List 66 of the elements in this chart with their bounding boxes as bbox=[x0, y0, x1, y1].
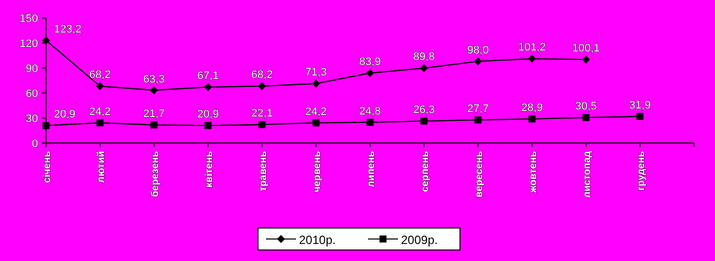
point bbox=[528, 54, 536, 63]
point bbox=[582, 56, 590, 64]
data-label: 98,0 bbox=[467, 44, 489, 56]
data-label: 26,3 bbox=[413, 104, 435, 116]
point bbox=[96, 82, 104, 90]
data-label: 24,2 bbox=[89, 106, 111, 118]
x-tick-label: жовтень bbox=[528, 151, 539, 194]
point bbox=[96, 119, 104, 126]
data-label: 20,9 bbox=[54, 108, 76, 121]
point bbox=[42, 122, 50, 130]
x-tick-label: травень bbox=[258, 151, 269, 192]
point bbox=[366, 118, 374, 126]
data-label: 68,2 bbox=[251, 69, 273, 82]
data-label: 22,1 bbox=[251, 108, 273, 120]
x-tick-label: листопад bbox=[582, 150, 593, 198]
x-tick-label: червень bbox=[312, 151, 323, 192]
data-label: 67,1 bbox=[197, 70, 219, 82]
point bbox=[150, 121, 158, 128]
point bbox=[150, 86, 158, 94]
y-tick-label: 90 bbox=[26, 63, 38, 75]
point bbox=[258, 121, 266, 128]
y-tick-label: 0 bbox=[32, 138, 38, 150]
point bbox=[420, 64, 428, 72]
data-label: 123,2 bbox=[54, 23, 82, 36]
data-label: 28,9 bbox=[521, 102, 543, 114]
data-label: 100,1 bbox=[572, 42, 600, 55]
data-label: 24,8 bbox=[359, 105, 381, 118]
point bbox=[42, 36, 50, 44]
data-label: 27,7 bbox=[467, 102, 489, 115]
data-label: 68,2 bbox=[89, 69, 111, 82]
point bbox=[204, 83, 212, 92]
legend-label: 2009р. bbox=[401, 233, 438, 247]
x-tick-label: серпень bbox=[420, 151, 431, 192]
data-label: 20,9 bbox=[197, 108, 219, 121]
legend-label: 2010р. bbox=[299, 233, 336, 247]
y-tick-label: 120 bbox=[20, 38, 38, 50]
x-tick-label: вересень bbox=[474, 151, 485, 198]
point bbox=[312, 80, 320, 88]
data-label: 21,7 bbox=[143, 108, 165, 120]
point bbox=[258, 82, 266, 90]
data-label: 24,2 bbox=[305, 106, 327, 118]
x-tick-label: липень bbox=[366, 151, 377, 188]
x-tick-label: грудень bbox=[636, 151, 647, 191]
data-label: 83,9 bbox=[359, 56, 381, 68]
point bbox=[636, 112, 644, 120]
data-label: 71,3 bbox=[305, 66, 327, 79]
x-tick-label: березень bbox=[150, 151, 161, 197]
point bbox=[582, 114, 590, 122]
point bbox=[312, 119, 320, 126]
data-label: 30,5 bbox=[575, 100, 597, 113]
y-tick-label: 30 bbox=[26, 113, 38, 125]
data-label: 89,8 bbox=[413, 51, 435, 64]
x-tick-label: квітень bbox=[204, 151, 215, 188]
y-tick-label: 60 bbox=[26, 88, 38, 100]
point bbox=[420, 118, 428, 125]
x-tick-label: січень bbox=[42, 151, 53, 183]
y-tick-label: 150 bbox=[20, 13, 38, 25]
point bbox=[204, 122, 212, 130]
x-tick-label: лютий bbox=[96, 151, 107, 183]
data-label: 31,9 bbox=[629, 99, 651, 112]
point bbox=[474, 116, 482, 124]
point bbox=[528, 115, 536, 122]
point bbox=[474, 57, 482, 66]
data-label: 101,2 bbox=[518, 42, 546, 54]
data-label: 63,3 bbox=[143, 73, 165, 86]
point bbox=[366, 69, 374, 78]
